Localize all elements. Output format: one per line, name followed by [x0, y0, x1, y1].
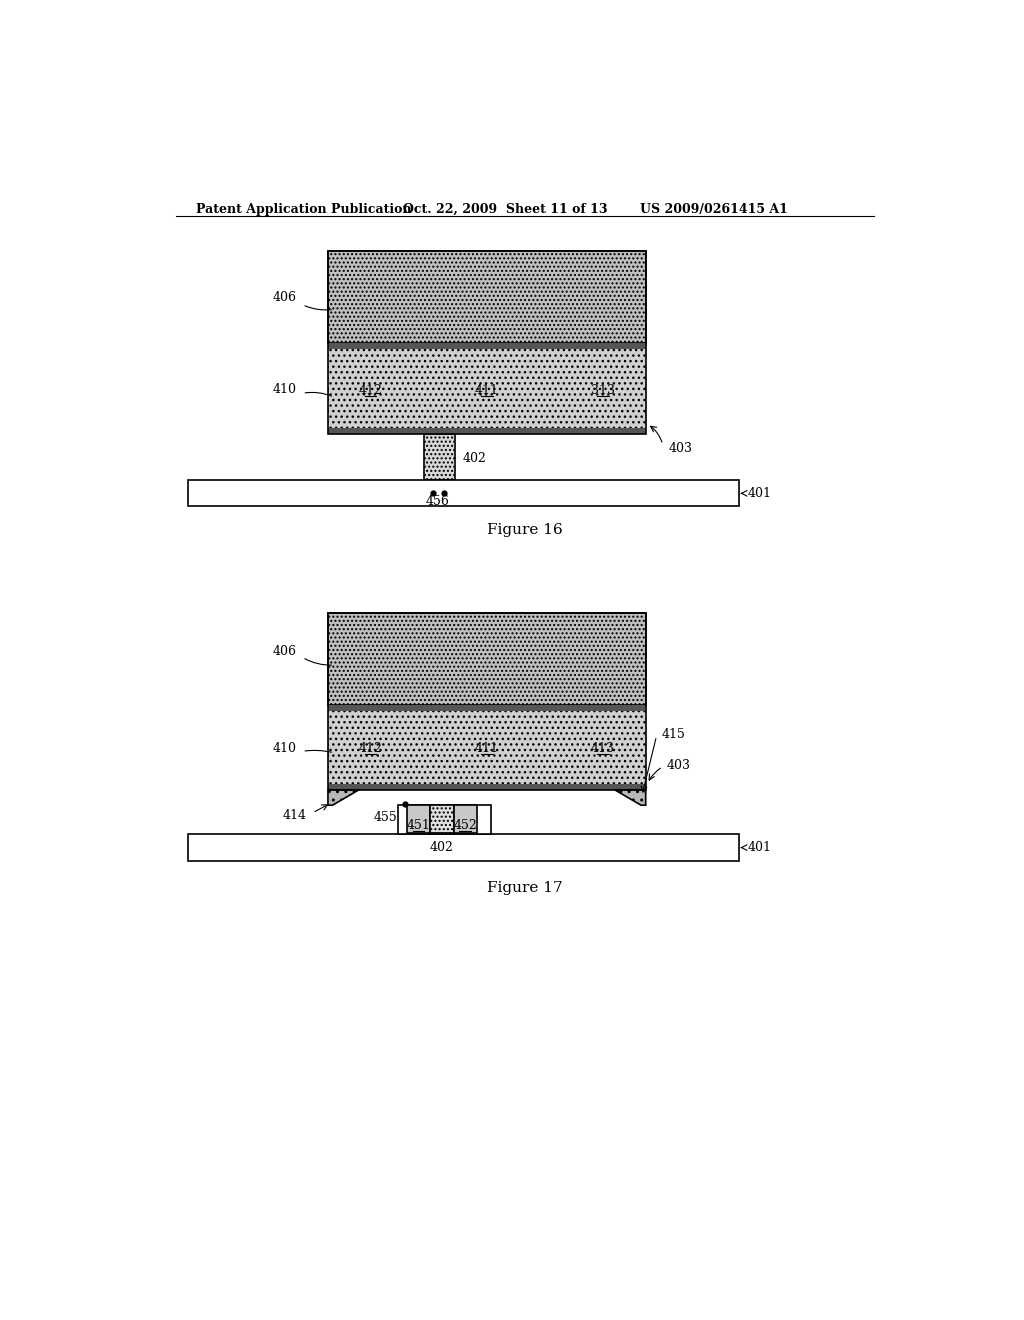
Text: 403: 403 [667, 759, 690, 772]
Bar [430, 805, 454, 833]
Bar [407, 805, 430, 833]
Text: 411: 411 [475, 384, 499, 397]
Text: Oct. 22, 2009  Sheet 11 of 13: Oct. 22, 2009 Sheet 11 of 13 [403, 203, 607, 216]
Text: Patent Application Publication: Patent Application Publication [197, 203, 412, 216]
Text: 403: 403 [669, 442, 693, 455]
Bar [328, 612, 646, 789]
Text: US 2009/0261415 A1: US 2009/0261415 A1 [640, 203, 787, 216]
Text: 452: 452 [454, 820, 477, 833]
Bar [328, 784, 646, 789]
Text: 401: 401 [748, 487, 772, 500]
Polygon shape [614, 789, 646, 805]
Text: 406: 406 [273, 290, 297, 304]
Text: 413: 413 [591, 742, 615, 755]
Text: 414: 414 [283, 809, 306, 822]
Text: Figure 16: Figure 16 [487, 523, 562, 536]
Text: 412: 412 [358, 384, 383, 397]
Text: 406: 406 [273, 644, 297, 657]
Text: 456: 456 [426, 495, 450, 508]
Bar [328, 343, 646, 350]
Text: 415: 415 [662, 727, 685, 741]
Text: 401: 401 [748, 841, 772, 854]
Bar [328, 612, 646, 705]
Polygon shape [328, 789, 359, 805]
Bar [328, 350, 646, 434]
Bar [328, 711, 646, 789]
Text: 313: 313 [591, 384, 615, 397]
Bar [328, 428, 646, 434]
Bar [424, 434, 455, 480]
Text: Figure 17: Figure 17 [487, 882, 562, 895]
Bar [328, 251, 646, 343]
Bar [454, 805, 477, 833]
Text: 455: 455 [374, 810, 397, 824]
Text: 402: 402 [463, 453, 486, 465]
Bar [188, 834, 738, 861]
Text: 451: 451 [407, 820, 430, 833]
Bar [328, 705, 646, 711]
Bar [188, 480, 738, 507]
Text: 412: 412 [358, 742, 383, 755]
Text: 410: 410 [273, 742, 297, 755]
Text: 411: 411 [475, 742, 499, 755]
Text: 410: 410 [273, 383, 297, 396]
Text: 402: 402 [430, 841, 454, 854]
Bar [397, 805, 490, 834]
Bar [328, 251, 646, 434]
